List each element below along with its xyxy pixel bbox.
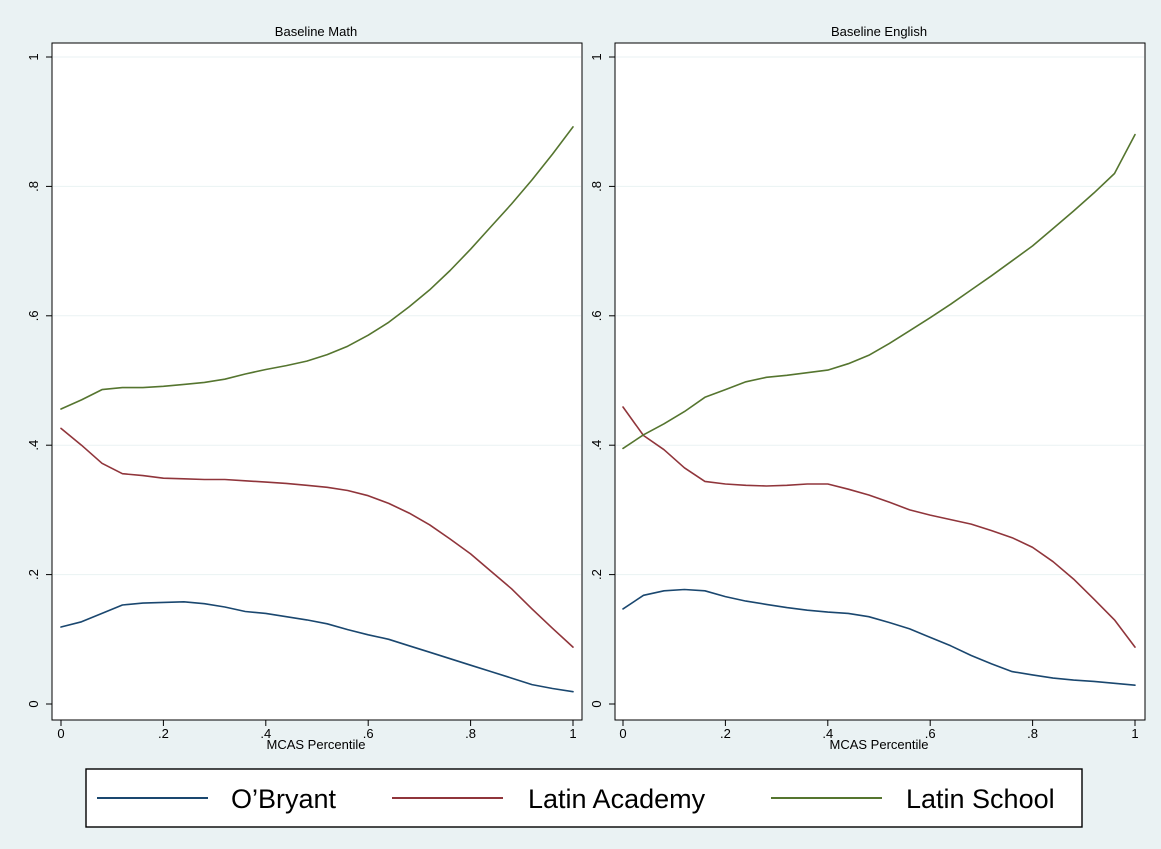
x-tick-label: 0 (57, 726, 64, 741)
legend-label-latin-school: Latin School (906, 784, 1055, 814)
y-tick-label: .2 (26, 569, 41, 580)
x-tick-label: .4 (822, 726, 833, 741)
y-tick-label: .8 (589, 181, 604, 192)
plot-area (614, 42, 1146, 721)
series-line-o-bryant (60, 601, 574, 693)
legend: O’Bryant Latin Academy Latin School (85, 768, 1083, 828)
x-axis-title: MCAS Percentile (830, 737, 929, 752)
x-tick-label: 1 (1131, 726, 1138, 741)
series-line-latin-school (622, 133, 1136, 450)
y-tick-label: .6 (26, 310, 41, 321)
x-tick-label: .8 (465, 726, 476, 741)
series-line-latin-school (60, 126, 574, 410)
panel-title: Baseline Math (275, 24, 357, 39)
x-tick-label: .2 (158, 726, 169, 741)
x-tick-label: .2 (720, 726, 731, 741)
y-tick-label: 0 (26, 700, 41, 707)
x-tick-label: .4 (260, 726, 271, 741)
y-tick-label: .4 (589, 440, 604, 451)
y-tick-label: 1 (589, 53, 604, 60)
panel-baseline-english: Baseline English MCAS Percentile 0 .2 .4 .6… (589, 24, 1146, 752)
x-tick-label: 1 (569, 726, 576, 741)
y-tick-label: .6 (589, 310, 604, 321)
series-line-latin-academy (622, 406, 1136, 648)
x-tick-label: .8 (1027, 726, 1038, 741)
x-tick-label: .6 (925, 726, 936, 741)
y-tick-label: 1 (26, 53, 41, 60)
x-axis-title: MCAS Percentile (267, 737, 366, 752)
legend-label-latin-academy: Latin Academy (528, 784, 706, 814)
x-tick-label: .6 (363, 726, 374, 741)
series-line-o-bryant (622, 588, 1136, 686)
legend-box (85, 768, 1083, 828)
y-tick-label: .2 (589, 569, 604, 580)
x-tick-label: 0 (619, 726, 626, 741)
series-line-latin-academy (60, 427, 574, 648)
y-tick-label: 0 (589, 700, 604, 707)
panel-baseline-math: Baseline Math MCAS Percentile 0 .2 .4 .6 .8 1… (26, 24, 583, 752)
legend-label-obryant: O’Bryant (231, 784, 337, 814)
y-tick-label: .8 (26, 181, 41, 192)
plot-area (51, 42, 583, 721)
panel-title: Baseline English (831, 24, 927, 39)
y-tick-label: .4 (26, 440, 41, 451)
